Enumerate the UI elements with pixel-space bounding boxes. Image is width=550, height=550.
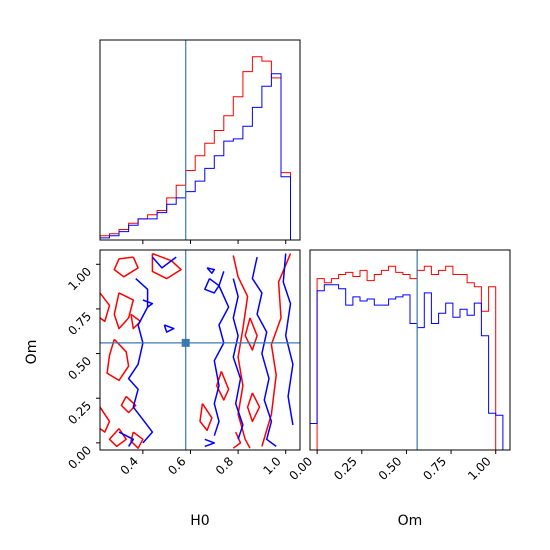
contour-red-13 xyxy=(244,317,258,351)
h0-hist-frame xyxy=(99,39,301,241)
h0-om-contour-panel: 0.4 0.6 0.8 1.0 0.00 0.25 0.50 0.75 1.00 xyxy=(65,249,301,478)
contour-red-9 xyxy=(199,403,213,432)
contour-red-4 xyxy=(106,338,130,382)
contour-red-2 xyxy=(100,292,111,323)
contour-blue-9 xyxy=(282,253,294,426)
contour-blue-8 xyxy=(251,256,277,448)
x-tick-label-h0-0: 0.4 xyxy=(118,454,141,477)
contour-blue-3 xyxy=(163,324,175,333)
x-tick-label-om-0: 0.00 xyxy=(286,454,315,483)
contour-red-8 xyxy=(120,395,137,414)
y-axis-label-om: Om xyxy=(24,340,40,365)
contour-red-5 xyxy=(100,406,111,433)
y-tick-label-om-0: 0.00 xyxy=(65,443,94,472)
contour-blue-1 xyxy=(151,256,177,269)
x-axis-label-om: Om xyxy=(398,513,423,529)
contour-blue-6 xyxy=(213,271,230,436)
y-tick-label-om-2: 0.50 xyxy=(65,354,94,383)
y-tick-label-om-3: 0.75 xyxy=(65,309,94,338)
om-hist-red xyxy=(310,265,503,451)
x-tick-label-om-3: 0.75 xyxy=(420,454,449,483)
h0-histogram-panel xyxy=(99,39,301,244)
y-tick-label-om-4: 1.00 xyxy=(65,265,94,294)
y-tick-label-om-1: 0.25 xyxy=(65,398,94,427)
x-tick-label-h0-1: 0.6 xyxy=(165,454,188,477)
contour-blue-10 xyxy=(206,267,216,274)
x-tick-label-h0-2: 0.8 xyxy=(213,454,236,477)
contour-red-0 xyxy=(113,256,139,278)
om-hist-frame xyxy=(309,249,511,451)
contour-red-15 xyxy=(232,431,242,449)
contour-red-1 xyxy=(151,252,182,280)
contour-red-16 xyxy=(130,313,142,330)
contour-blue-4 xyxy=(118,431,135,447)
h0-hist-red xyxy=(99,56,291,240)
x-axis-label-h0: H0 xyxy=(190,513,209,529)
contour-red-6 xyxy=(108,428,127,448)
h0-hist-blue xyxy=(99,73,291,240)
contour-blue-5 xyxy=(204,277,220,294)
x-tick-label-om-1: 0.25 xyxy=(331,454,360,483)
x-tick-label-om-2: 0.50 xyxy=(376,454,405,483)
contour-blue-0 xyxy=(127,278,154,444)
x-tick-label-h0-3: 1.0 xyxy=(260,454,283,477)
contour-blue-11 xyxy=(204,438,216,448)
om-histogram-panel: 0.00 0.25 0.50 0.75 1.00 xyxy=(286,249,511,483)
truth-marker xyxy=(181,338,190,347)
contour-group xyxy=(100,252,294,449)
contour-red-3 xyxy=(113,292,135,330)
contour-blue-2 xyxy=(142,299,154,308)
contour-red-14 xyxy=(246,392,261,423)
x-tick-label-om-4: 1.00 xyxy=(465,454,494,483)
contour-red-12 xyxy=(261,253,292,447)
contour-frame xyxy=(99,249,301,451)
om-hist-blue xyxy=(309,284,504,450)
contour-blue-7 xyxy=(232,278,244,440)
contour-red-11 xyxy=(232,255,251,449)
